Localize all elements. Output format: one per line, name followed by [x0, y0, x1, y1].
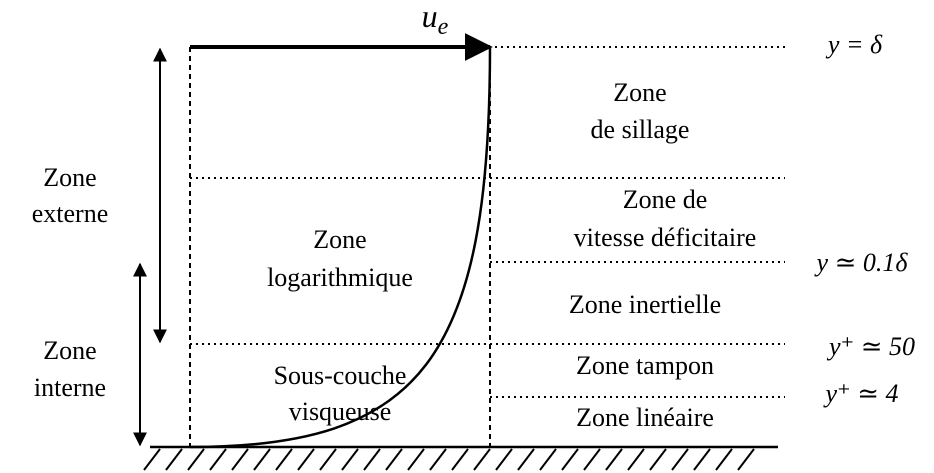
- boundary-label: y⁺ ≃ 50: [826, 332, 915, 361]
- label-line: Zone de: [623, 185, 707, 214]
- zone-label: Zone de vitesse déficitaire: [574, 185, 757, 252]
- label-line: interne: [34, 373, 106, 402]
- label-line: Sous-couche: [274, 361, 407, 390]
- boundary-label: y⁺ ≃ 4: [822, 379, 898, 408]
- velocity-profile: [189, 46, 492, 449]
- label-line: logarithmique: [267, 263, 413, 292]
- zone-label: Zone logarithmique: [267, 225, 413, 292]
- boundary-label: y ≃ 0.1δ: [814, 248, 909, 277]
- zone-label: Zone inertielle: [569, 290, 721, 319]
- label-line: vitesse déficitaire: [574, 223, 757, 252]
- boundary-label: y = δ: [825, 30, 883, 59]
- ground: [143, 445, 778, 471]
- label-line: Zone tampon: [576, 351, 714, 380]
- zone-label: Zone tampon: [576, 351, 714, 380]
- zone-label: Zone de sillage: [591, 78, 690, 144]
- label-line: Zone: [43, 163, 96, 192]
- zone-label: Zone interne: [34, 336, 106, 402]
- label-line: visqueuse: [289, 397, 392, 426]
- label-line: Zone: [313, 225, 366, 254]
- label-line: de sillage: [591, 115, 690, 144]
- label-line: Zone inertielle: [569, 290, 721, 319]
- zone-label: Zone linéaire: [576, 403, 714, 432]
- velocity-label: ue: [422, 0, 449, 40]
- label-line: Zone linéaire: [576, 403, 714, 432]
- label-line: Zone: [43, 336, 96, 365]
- zone-label: Zone externe: [32, 163, 109, 228]
- label-line: Zone: [613, 78, 666, 107]
- label-line: externe: [32, 199, 109, 228]
- zone-label: Sous-couche visqueuse: [274, 361, 407, 426]
